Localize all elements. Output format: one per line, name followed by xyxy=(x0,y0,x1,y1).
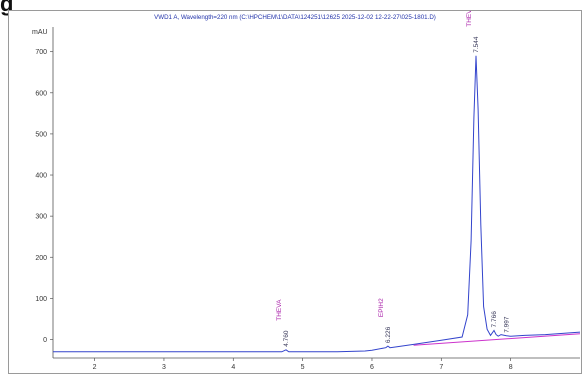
y-unit-label: mAU xyxy=(32,29,48,36)
y-tick-label: 200 xyxy=(35,255,47,262)
peak-time-label: 6.226 xyxy=(385,326,392,343)
chart-title: VWD1 A, Wavelength=220 nm (C:\HPCHEM\1\D… xyxy=(154,14,436,21)
peak-time-label: 7.766 xyxy=(491,311,498,328)
peak-time-label: 4.760 xyxy=(283,330,290,347)
peak-labels: 4.760 THEVA 6.226 EPIH2 7.544 THEVA 7.766 7.997 xyxy=(276,11,511,347)
integration-baseline xyxy=(413,333,581,346)
peak-compound-label: THEVA xyxy=(466,11,473,27)
y-tick-label: 500 xyxy=(35,131,47,138)
y-tick-label: 300 xyxy=(35,214,47,221)
peak-compound-label: EPIH2 xyxy=(378,298,385,317)
x-tick-label: 2 xyxy=(93,364,97,371)
chromatogram-plot: mAU 0 100 200 300 400 500 600 700 2 3 4 5 6 7 8 4.760… xyxy=(32,11,581,371)
peak-compound-label: THEVA xyxy=(276,299,283,321)
peak-time-label: 7.544 xyxy=(473,36,480,53)
y-tick-label: 600 xyxy=(35,90,47,97)
y-tick-label: 0 xyxy=(43,337,47,344)
chromatogram-panel: VWD1 A, Wavelength=220 nm (C:\HPCHEM\1\D… xyxy=(8,10,582,374)
x-tick-label: 6 xyxy=(370,364,374,371)
x-tick-label: 8 xyxy=(509,364,513,371)
x-tick-label: 7 xyxy=(439,364,443,371)
y-tick-label: 400 xyxy=(35,173,47,180)
series-layer xyxy=(53,55,581,353)
x-tick-label: 5 xyxy=(301,364,305,371)
chromatogram-trace xyxy=(53,55,581,353)
peak-time-label: 7.997 xyxy=(503,316,510,333)
y-tick-label: 700 xyxy=(35,49,47,56)
y-tick-label: 100 xyxy=(35,296,47,303)
x-tick-label: 3 xyxy=(162,364,166,371)
x-tick-label: 4 xyxy=(231,364,235,371)
x-ticks: 2 3 4 5 6 7 8 xyxy=(93,358,513,371)
y-ticks: 0 100 200 300 400 500 600 700 xyxy=(35,49,53,344)
